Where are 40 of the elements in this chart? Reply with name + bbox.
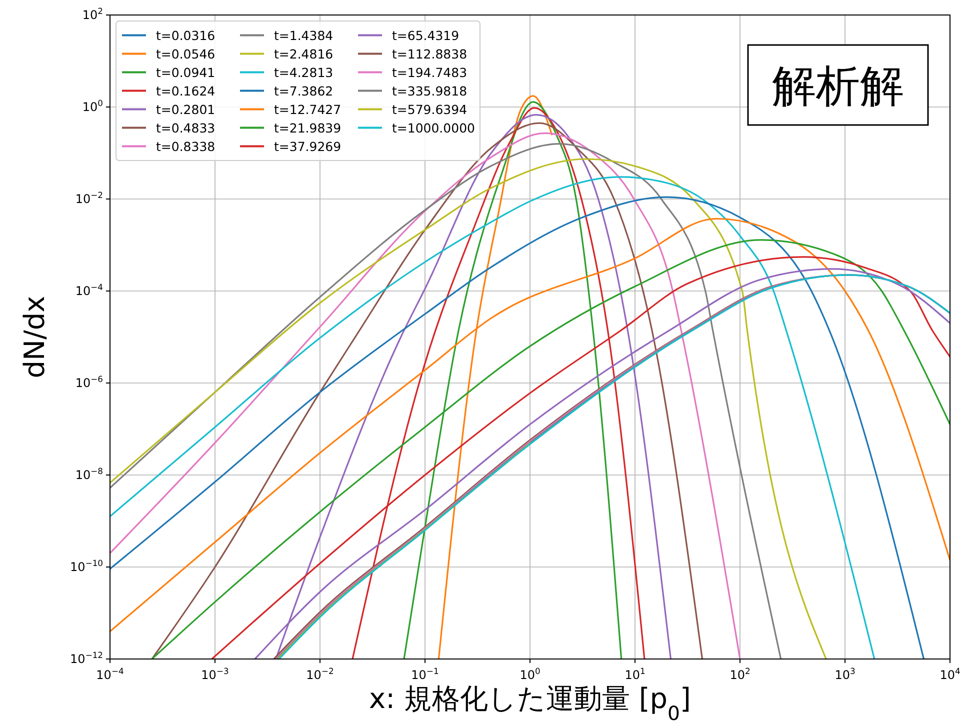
legend-label: t=0.8338 [156, 138, 216, 154]
legend-label: t=0.4833 [156, 120, 216, 136]
x-tick-label: 10$^{2}$ [730, 666, 750, 682]
legend-label: t=21.9839 [274, 120, 342, 136]
y-axis-title: dN/dx [18, 296, 51, 378]
legend-label: t=1000.0000 [392, 120, 476, 136]
y-tick-label: 10$^{−10}$ [70, 558, 103, 574]
legend-label: t=12.7427 [274, 102, 342, 117]
legend-label: t=0.2801 [156, 102, 216, 117]
annotation: 解析解 [772, 61, 904, 112]
x-tick-label: 10$^{−4}$ [96, 666, 124, 682]
y-tick-label: 10$^{0}$ [82, 98, 103, 114]
legend-label: t=579.6394 [392, 102, 468, 117]
legend-label: t=0.0316 [156, 28, 216, 43]
legend-label: t=1.4384 [274, 28, 334, 43]
x-axis-title: x: 規格化した運動量 [p$_{0}$] [369, 682, 691, 724]
x-tick-label: 10$^{−2}$ [306, 666, 334, 682]
legend-label: t=112.8838 [392, 46, 468, 62]
x-tick-label: 10$^{−3}$ [201, 666, 229, 682]
legend-label: t=4.2813 [274, 64, 334, 80]
y-tick-label: 10$^{−4}$ [75, 282, 103, 298]
legend-label: t=0.0941 [156, 64, 216, 80]
legend-label: t=335.9818 [392, 83, 468, 98]
y-tick-label: 10$^{2}$ [82, 6, 103, 22]
x-tick-label: 10$^{4}$ [940, 666, 960, 682]
y-tick-label: 10$^{−8}$ [75, 466, 103, 482]
x-tick-label: 10$^{0}$ [520, 666, 540, 682]
legend-label: t=194.7483 [392, 64, 468, 80]
legend-label: t=37.9269 [274, 138, 342, 154]
legend-label: t=2.4816 [274, 46, 334, 62]
y-tick-label: 10$^{−6}$ [75, 374, 103, 390]
x-tick-label: 10$^{1}$ [624, 666, 646, 682]
legend-label: t=65.4319 [392, 28, 460, 43]
x-tick-label: 10$^{3}$ [834, 666, 856, 682]
y-tick-label: 10$^{−12}$ [70, 650, 103, 666]
legend-label: t=0.1624 [156, 83, 216, 98]
y-tick-label: 10$^{−2}$ [75, 190, 103, 206]
legend-label: t=7.3862 [274, 83, 334, 98]
legend-label: t=0.0546 [156, 46, 216, 62]
x-tick-label: 10$^{−1}$ [411, 666, 439, 682]
